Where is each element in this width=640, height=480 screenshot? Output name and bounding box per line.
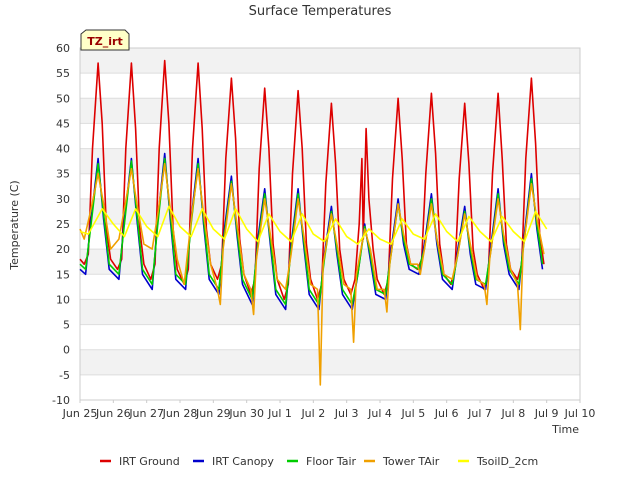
x-tick-label: Jul 5 (400, 407, 425, 420)
legend-label: IRT Ground (119, 455, 180, 468)
y-tick-label: 40 (56, 143, 70, 156)
y-tick-label: 60 (56, 42, 70, 55)
badge-label: TZ_irt (87, 35, 122, 48)
x-axis-label: Time (551, 423, 579, 436)
legend-label: IRT Canopy (212, 455, 274, 468)
series-lines (79, 59, 548, 386)
y-tick-label: 50 (56, 92, 70, 105)
x-tick-label: Jul 3 (334, 407, 359, 420)
station-badge: TZ_irt (80, 29, 130, 51)
x-tick-label: Jul 7 (467, 407, 492, 420)
y-tick-label: 20 (56, 243, 70, 256)
x-tick-label: Jul 2 (300, 407, 325, 420)
legend: IRT Ground IRT Canopy Floor Tair Tower TAir… (100, 455, 538, 468)
x-tick-label: Jun 27 (128, 407, 164, 420)
y-tick-label: 15 (56, 268, 70, 281)
legend-label: TsoilD_2cm (476, 455, 538, 468)
badge-box (80, 29, 130, 51)
y-tick-label: 5 (63, 319, 70, 332)
y-tick-label: 45 (56, 117, 70, 130)
x-tick-label: Jul 8 (500, 407, 525, 420)
x-tick-label: Jul 9 (534, 407, 559, 420)
legend-label: Tower TAir (382, 455, 440, 468)
y-tick-label: 10 (56, 293, 70, 306)
grid-band (80, 249, 580, 275)
grid-band (80, 299, 580, 325)
grid-band (80, 349, 580, 375)
y-tick-label: 55 (56, 67, 70, 80)
x-tick-label: Jul 1 (267, 407, 292, 420)
y-tick-label: -5 (59, 369, 70, 382)
y-tick-labels: -10 -5 0 5 10 15 20 25 30 35 40 45 50 55 60 (52, 42, 70, 407)
y-tick-label: 25 (56, 218, 70, 231)
legend-label: Floor Tair (306, 455, 357, 468)
x-tick-label: Jun 26 (95, 407, 131, 420)
x-tick-label: Jun 29 (195, 407, 231, 420)
legend-item: Floor Tair (287, 455, 357, 468)
grid-band (80, 48, 580, 74)
legend-item: Tower TAir (364, 455, 440, 468)
x-tick-label: Jul 6 (434, 407, 459, 420)
series-line-tsoild-2cm (79, 205, 548, 245)
x-tick-label: Jun 25 (62, 407, 98, 420)
y-tick-label: 0 (63, 344, 70, 357)
legend-item: IRT Ground (100, 455, 180, 468)
y-tick-label: 30 (56, 193, 70, 206)
y-axis-label: Temperature (C) (8, 180, 21, 270)
x-tick-label: Jul 4 (367, 407, 392, 420)
legend-item: IRT Canopy (193, 455, 274, 468)
legend-item: TsoilD_2cm (458, 455, 538, 468)
series-line-tower-tair (79, 162, 545, 386)
x-tick-label: Jul 10 (564, 407, 596, 420)
x-tick-label: Jun 30 (228, 407, 264, 420)
chart-title: Surface Temperatures (249, 4, 392, 19)
x-tick-label: Jun 28 (162, 407, 198, 420)
y-tick-label: -10 (52, 394, 70, 407)
plot-frame (79, 47, 581, 401)
grid-band (80, 148, 580, 174)
y-tick-label: 35 (56, 168, 70, 181)
